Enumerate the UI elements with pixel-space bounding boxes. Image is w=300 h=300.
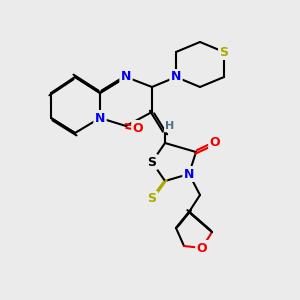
Text: S: S [148,155,157,169]
Text: S: S [220,46,229,59]
Text: N: N [184,167,194,181]
Text: O: O [210,136,220,149]
Text: O: O [133,122,143,134]
Text: S: S [148,193,157,206]
Text: N: N [121,70,131,83]
Text: O: O [197,242,207,254]
Text: N: N [95,112,105,124]
Text: N: N [171,70,181,83]
Text: H: H [165,121,175,131]
